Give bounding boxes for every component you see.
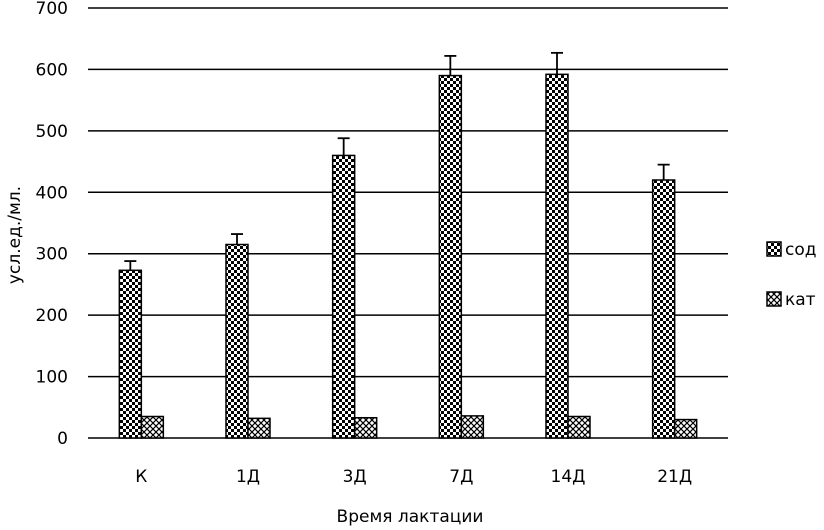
- x-tick-label: К: [135, 467, 147, 487]
- y-tick-label: 700: [36, 0, 68, 19]
- bar-sod: [225, 243, 249, 439]
- legend-label-kat: кат: [785, 290, 816, 310]
- y-axis-ticks: 0 100 200 300 400 500 600 700: [36, 0, 68, 449]
- bar-kat: [567, 415, 591, 439]
- bar-sod: [118, 269, 143, 439]
- bars: [118, 73, 698, 439]
- bar-sod: [438, 74, 463, 439]
- bar-sod: [651, 179, 676, 439]
- x-axis-tick-labels: К 1Д 3Д 7Д 14Д 21Д: [135, 467, 692, 487]
- legend: сод кат: [766, 240, 817, 310]
- bar-kat: [673, 418, 698, 439]
- bar-sod: [545, 73, 569, 439]
- x-tick-label: 7Д: [449, 467, 473, 487]
- y-tick-label: 300: [36, 245, 68, 265]
- legend-swatch-sod: [766, 241, 782, 257]
- x-axis-label: Время лактации: [337, 507, 484, 527]
- y-tick-label: 600: [36, 60, 68, 80]
- y-tick-label: 500: [36, 122, 68, 142]
- y-axis-label: усл.ед./мл.: [5, 186, 25, 284]
- bar-kat: [353, 416, 378, 439]
- legend-swatch-kat: [766, 291, 782, 307]
- y-tick-label: 0: [57, 429, 68, 449]
- bar-kat: [460, 415, 485, 439]
- error-bars: [124, 51, 670, 271]
- bar-kat: [140, 415, 165, 439]
- x-tick-label: 21Д: [657, 467, 692, 487]
- y-tick-label: 400: [36, 183, 68, 203]
- x-tick-label: 14Д: [551, 467, 586, 487]
- x-tick-label: 3Д: [343, 467, 367, 487]
- x-tick-label: 1Д: [236, 467, 260, 487]
- bar-sod: [331, 154, 356, 439]
- y-tick-label: 200: [36, 306, 68, 326]
- y-tick-label: 100: [36, 368, 68, 388]
- gridlines: [88, 7, 728, 439]
- bar-kat: [247, 417, 271, 439]
- legend-label-sod: сод: [785, 240, 817, 260]
